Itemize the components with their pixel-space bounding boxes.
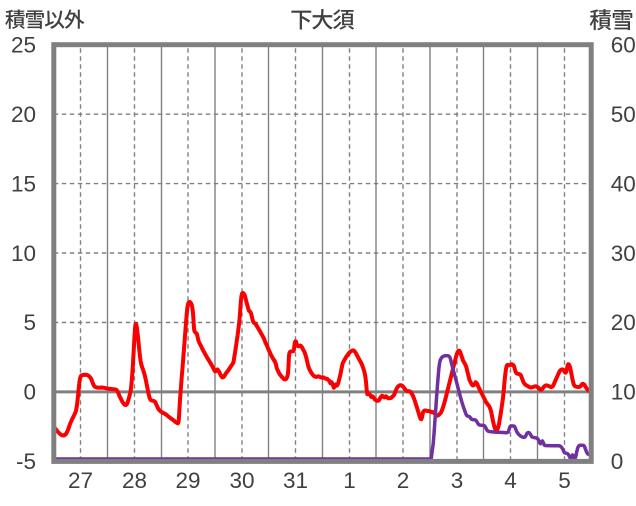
svg-text:0: 0	[611, 449, 624, 474]
svg-text:40: 40	[611, 171, 636, 196]
svg-text:4: 4	[504, 468, 517, 493]
svg-text:15: 15	[11, 171, 36, 196]
svg-text:27: 27	[68, 468, 93, 493]
svg-text:30: 30	[229, 468, 254, 493]
svg-text:20: 20	[611, 310, 636, 335]
svg-text:28: 28	[122, 468, 147, 493]
svg-text:10: 10	[11, 241, 36, 266]
svg-text:10: 10	[611, 380, 636, 405]
svg-text:25: 25	[11, 32, 36, 57]
svg-text:60: 60	[611, 32, 636, 57]
svg-text:2: 2	[397, 468, 410, 493]
svg-text:-5: -5	[16, 449, 36, 474]
svg-text:5: 5	[23, 310, 36, 335]
svg-text:29: 29	[175, 468, 200, 493]
svg-text:30: 30	[611, 241, 636, 266]
svg-text:1: 1	[343, 468, 356, 493]
svg-text:50: 50	[611, 102, 636, 127]
svg-text:20: 20	[11, 102, 36, 127]
svg-text:5: 5	[558, 468, 571, 493]
svg-text:3: 3	[451, 468, 464, 493]
svg-text:31: 31	[283, 468, 308, 493]
svg-text:0: 0	[23, 380, 36, 405]
